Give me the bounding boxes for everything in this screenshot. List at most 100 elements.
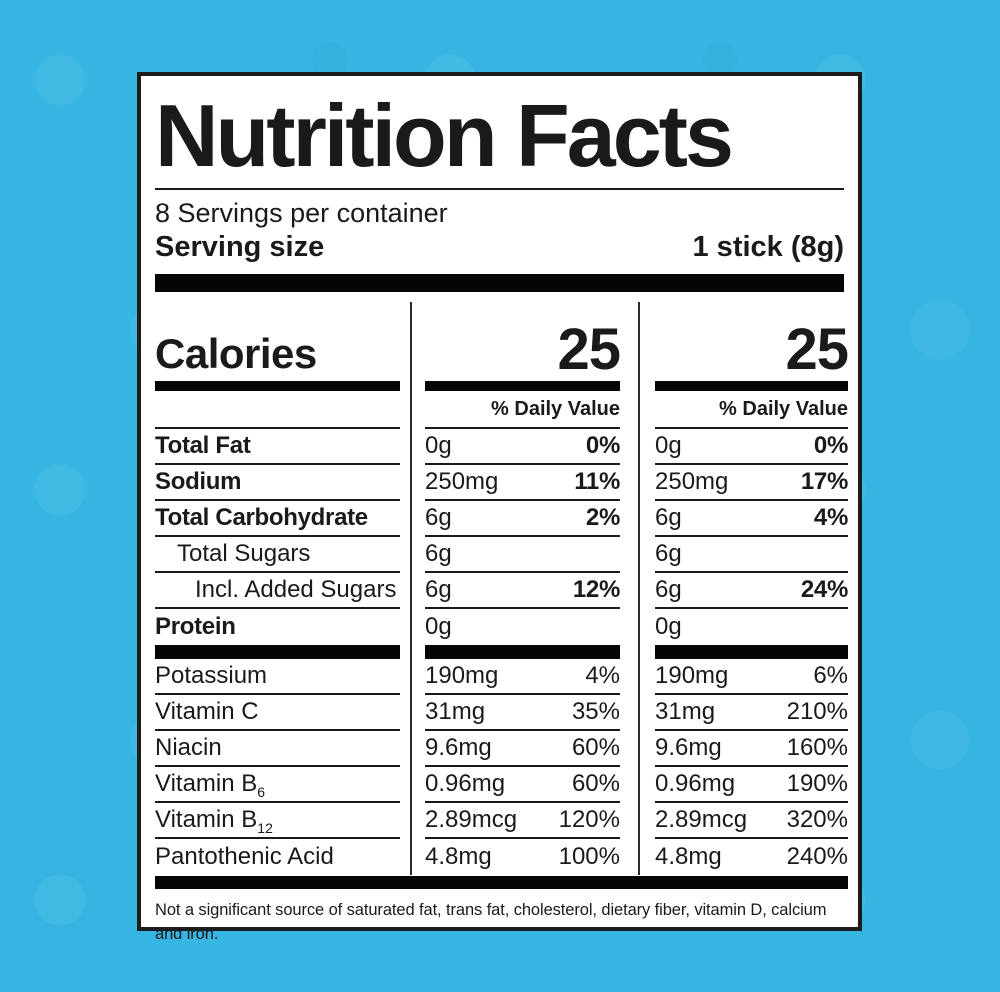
value-row: 6g 4%: [655, 501, 848, 537]
amount: 0.96mg: [655, 770, 736, 797]
nutrient-name: Potassium: [155, 662, 268, 689]
amount: 190mg: [655, 662, 729, 689]
daily-value: 0%: [813, 432, 848, 459]
daily-value-header: % Daily Value: [655, 391, 848, 429]
amount: 0.96mg: [425, 770, 506, 797]
column-divider-1: [410, 302, 412, 875]
column-values-2: 25 % Daily Value 0g 0% 250mg 17% 6g 4% 6g 6…: [655, 302, 849, 875]
amount: 6g: [425, 576, 452, 603]
nutrient-name: Protein: [155, 613, 236, 640]
daily-value-header-text: % Daily Value: [719, 397, 848, 420]
nutrient-name: Pantothenic Acid: [155, 843, 334, 870]
daily-value: 0%: [585, 432, 620, 459]
amount: 31mg: [655, 698, 716, 725]
value-row: 2.89mcg 120%: [425, 803, 620, 839]
calories-label: Calories: [155, 330, 317, 377]
serving-size-value: 1 stick (8g): [692, 231, 845, 263]
value-row: 4.8mg 100%: [425, 839, 620, 875]
vitamin-row-pantothenic-acid: Pantothenic Acid: [155, 839, 400, 875]
nutrient-name: Total Fat: [155, 432, 251, 459]
value-row: 6g: [655, 537, 848, 573]
separator-bar-vitamins: [655, 645, 848, 659]
calories-row: 25: [655, 302, 849, 382]
daily-value: 4%: [813, 504, 848, 531]
amount: 250mg: [425, 468, 499, 495]
value-row: 250mg 17%: [655, 465, 848, 501]
nutrient-name: Total Carbohydrate: [155, 504, 368, 531]
value-row: 190mg 6%: [655, 659, 848, 695]
nutrient-name: Sodium: [155, 468, 242, 495]
value-row: 9.6mg 160%: [655, 731, 848, 767]
amount: 0g: [655, 613, 682, 640]
nutrient-row-protein: Protein: [155, 609, 400, 645]
value-row: 0g 0%: [425, 429, 620, 465]
nutrition-facts-label: Nutrition Facts 8 Servings per container…: [137, 72, 862, 943]
daily-value: 210%: [786, 698, 848, 725]
subscript: 12: [257, 819, 273, 836]
amount: 6g: [655, 504, 682, 531]
nutrient-row-total-fat: Total Fat: [155, 429, 400, 465]
nutrient-name: Vitamin C: [155, 698, 259, 725]
nutrient-name: Incl. Added Sugars: [195, 576, 397, 603]
calories-value: 25: [557, 317, 621, 382]
daily-value: 24%: [800, 576, 848, 603]
nutrient-row-added-sugars: Incl. Added Sugars: [155, 573, 400, 609]
daily-value-header-row: [155, 391, 400, 429]
daily-value: 240%: [786, 843, 848, 870]
daily-value: 160%: [786, 734, 848, 761]
value-row: 0g: [655, 609, 848, 645]
daily-value: 2%: [585, 504, 620, 531]
separator-bar-top: [155, 274, 844, 292]
value-row: 6g: [425, 537, 620, 573]
daily-value: 6%: [813, 662, 848, 689]
daily-value: 11%: [574, 468, 620, 495]
amount: 6g: [655, 540, 682, 567]
amount: 4.8mg: [655, 843, 722, 870]
daily-value: 100%: [558, 843, 620, 870]
nutrient-name: Total Sugars: [177, 540, 311, 567]
column-values-1: 25 % Daily Value 0g 0% 250mg 11% 6g 2% 6g 6…: [425, 302, 621, 875]
value-row: 9.6mg 60%: [425, 731, 620, 767]
separator-bar-vitamins: [155, 645, 400, 659]
serving-size-row: Serving size 1 stick (8g): [155, 230, 844, 265]
calories-value: 25: [785, 317, 849, 382]
nutrient-name: Niacin: [155, 734, 222, 761]
amount: 6g: [425, 504, 452, 531]
amount: 9.6mg: [655, 734, 722, 761]
separator-bar-calories: [155, 381, 400, 391]
daily-value: 190%: [786, 770, 848, 797]
separator-bar-bottom: [155, 876, 848, 889]
value-row: 0.96mg 60%: [425, 767, 620, 803]
value-row: 2.89mcg 320%: [655, 803, 848, 839]
amount: 250mg: [655, 468, 729, 495]
column-nutrient-names: Calories Total Fat Sodium Total Carbohyd…: [155, 302, 400, 875]
vitamin-row-niacin: Niacin: [155, 731, 400, 767]
amount: 4.8mg: [425, 843, 492, 870]
amount: 0g: [655, 432, 682, 459]
separator-bar-vitamins: [425, 645, 620, 659]
value-row: 0g 0%: [655, 429, 848, 465]
vitamin-row-vitamin-b12: Vitamin B12: [155, 803, 400, 839]
label-title: Nutrition Facts: [155, 86, 844, 190]
separator-bar-calories: [425, 381, 620, 391]
column-divider-2: [638, 302, 640, 875]
amount: 190mg: [425, 662, 499, 689]
amount: 9.6mg: [425, 734, 492, 761]
value-row: 31mg 210%: [655, 695, 848, 731]
value-row: 6g 12%: [425, 573, 620, 609]
nutrient-row-total-sugars: Total Sugars: [155, 537, 400, 573]
daily-value: 60%: [571, 770, 620, 797]
daily-value: 12%: [572, 576, 620, 603]
amount: 2.89mcg: [425, 806, 518, 833]
value-row: 31mg 35%: [425, 695, 620, 731]
daily-value-header-text: % Daily Value: [491, 397, 620, 420]
value-row: 190mg 4%: [425, 659, 620, 695]
vitamin-row-potassium: Potassium: [155, 659, 400, 695]
amount: 2.89mcg: [655, 806, 748, 833]
daily-value: 320%: [786, 806, 848, 833]
amount: 0g: [425, 432, 452, 459]
servings-per-container: 8 Servings per container: [155, 198, 448, 228]
footnote: Not a significant source of saturated fa…: [155, 901, 827, 943]
daily-value: 35%: [571, 698, 620, 725]
vitamin-row-vitamin-b6: Vitamin B6: [155, 767, 400, 803]
